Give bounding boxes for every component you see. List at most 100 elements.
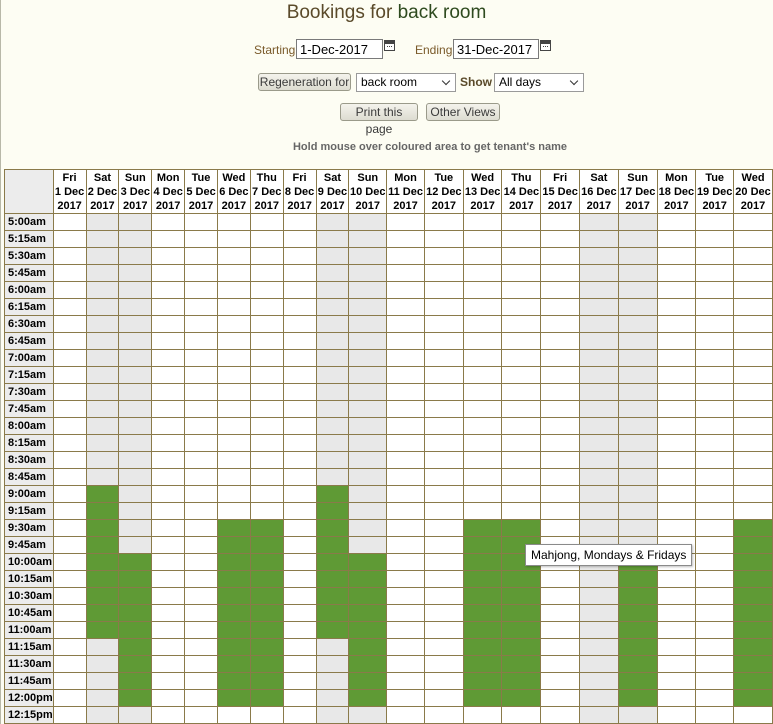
booked-slot[interactable]	[348, 655, 388, 673]
ending-date-input[interactable]: 31-Dec-2017	[453, 39, 539, 59]
booked-slot[interactable]	[501, 655, 542, 673]
other-views-button[interactable]: Other Views	[426, 103, 500, 121]
booked-slot[interactable]	[216, 587, 251, 605]
booked-slot[interactable]	[617, 689, 658, 707]
booked-slot[interactable]	[85, 570, 120, 588]
regeneration-button[interactable]: Regeneration for	[258, 73, 351, 91]
booked-slot[interactable]	[733, 553, 773, 571]
booked-slot[interactable]	[501, 621, 542, 639]
booked-slot[interactable]	[118, 672, 153, 690]
booked-slot[interactable]	[617, 638, 658, 656]
booked-slot[interactable]	[348, 570, 388, 588]
booked-slot[interactable]	[315, 621, 350, 639]
show-select[interactable]: All days	[494, 73, 584, 92]
booked-slot[interactable]	[216, 536, 251, 554]
booked-slot[interactable]	[315, 570, 350, 588]
booked-slot[interactable]	[733, 519, 773, 537]
booked-slot[interactable]	[501, 638, 542, 656]
booked-slot[interactable]	[462, 638, 503, 656]
booked-slot[interactable]	[462, 621, 503, 639]
booked-slot[interactable]	[462, 553, 503, 571]
starting-date-input[interactable]: 1-Dec-2017	[296, 39, 383, 59]
booked-slot[interactable]	[249, 536, 284, 554]
booked-slot[interactable]	[118, 553, 153, 571]
booked-slot[interactable]	[348, 672, 388, 690]
booked-slot[interactable]	[315, 485, 350, 503]
booked-slot[interactable]	[85, 519, 120, 537]
booked-slot[interactable]	[733, 536, 773, 554]
booked-slot[interactable]	[348, 587, 388, 605]
booked-slot[interactable]	[617, 587, 658, 605]
print-button[interactable]: Print this page	[340, 103, 418, 136]
booked-slot[interactable]	[216, 672, 251, 690]
booked-slot[interactable]	[462, 655, 503, 673]
booked-slot[interactable]	[348, 638, 388, 656]
booked-slot[interactable]	[249, 672, 284, 690]
booked-slot[interactable]	[315, 536, 350, 554]
booked-slot[interactable]	[733, 587, 773, 605]
booked-slot[interactable]	[733, 604, 773, 622]
booked-slot[interactable]	[118, 570, 153, 588]
booked-slot[interactable]	[462, 519, 503, 537]
booked-slot[interactable]	[249, 587, 284, 605]
booked-slot[interactable]	[249, 638, 284, 656]
booked-slot[interactable]	[216, 621, 251, 639]
booked-slot[interactable]	[348, 553, 388, 571]
booked-slot[interactable]	[118, 638, 153, 656]
booked-slot[interactable]	[216, 553, 251, 571]
booked-slot[interactable]	[462, 604, 503, 622]
booked-slot[interactable]	[249, 689, 284, 707]
booked-slot[interactable]	[501, 672, 542, 690]
booked-slot[interactable]	[501, 519, 542, 537]
booked-slot[interactable]	[315, 604, 350, 622]
calendar-icon[interactable]	[540, 40, 551, 51]
calendar-icon[interactable]	[384, 40, 395, 51]
booked-slot[interactable]	[617, 604, 658, 622]
booked-slot[interactable]	[733, 689, 773, 707]
booked-slot[interactable]	[118, 655, 153, 673]
booked-slot[interactable]	[118, 689, 153, 707]
booked-slot[interactable]	[85, 604, 120, 622]
booked-slot[interactable]	[85, 485, 120, 503]
booked-slot[interactable]	[462, 570, 503, 588]
booked-slot[interactable]	[249, 519, 284, 537]
booked-slot[interactable]	[216, 689, 251, 707]
booked-slot[interactable]	[315, 587, 350, 605]
booked-slot[interactable]	[501, 570, 542, 588]
booked-slot[interactable]	[216, 638, 251, 656]
booked-slot[interactable]	[617, 655, 658, 673]
booked-slot[interactable]	[733, 621, 773, 639]
booked-slot[interactable]	[617, 570, 658, 588]
booked-slot[interactable]	[315, 502, 350, 520]
booked-slot[interactable]	[733, 655, 773, 673]
booked-slot[interactable]	[315, 519, 350, 537]
booked-slot[interactable]	[249, 570, 284, 588]
booked-slot[interactable]	[249, 604, 284, 622]
booked-slot[interactable]	[118, 587, 153, 605]
booked-slot[interactable]	[733, 672, 773, 690]
booked-slot[interactable]	[85, 621, 120, 639]
booked-slot[interactable]	[733, 570, 773, 588]
booked-slot[interactable]	[118, 604, 153, 622]
booked-slot[interactable]	[617, 621, 658, 639]
booked-slot[interactable]	[315, 553, 350, 571]
booked-slot[interactable]	[249, 655, 284, 673]
booked-slot[interactable]	[85, 502, 120, 520]
booked-slot[interactable]	[462, 536, 503, 554]
booked-slot[interactable]	[501, 587, 542, 605]
booked-slot[interactable]	[216, 519, 251, 537]
room-select[interactable]: back room	[356, 73, 456, 92]
booked-slot[interactable]	[348, 689, 388, 707]
booked-slot[interactable]	[462, 672, 503, 690]
booked-slot[interactable]	[249, 621, 284, 639]
booked-slot[interactable]	[733, 638, 773, 656]
booked-slot[interactable]	[85, 587, 120, 605]
booked-slot[interactable]	[249, 553, 284, 571]
booked-slot[interactable]	[348, 604, 388, 622]
booked-slot[interactable]	[617, 672, 658, 690]
booked-slot[interactable]	[501, 689, 542, 707]
booked-slot[interactable]	[501, 604, 542, 622]
booked-slot[interactable]	[118, 621, 153, 639]
booked-slot[interactable]	[85, 553, 120, 571]
booked-slot[interactable]	[462, 689, 503, 707]
